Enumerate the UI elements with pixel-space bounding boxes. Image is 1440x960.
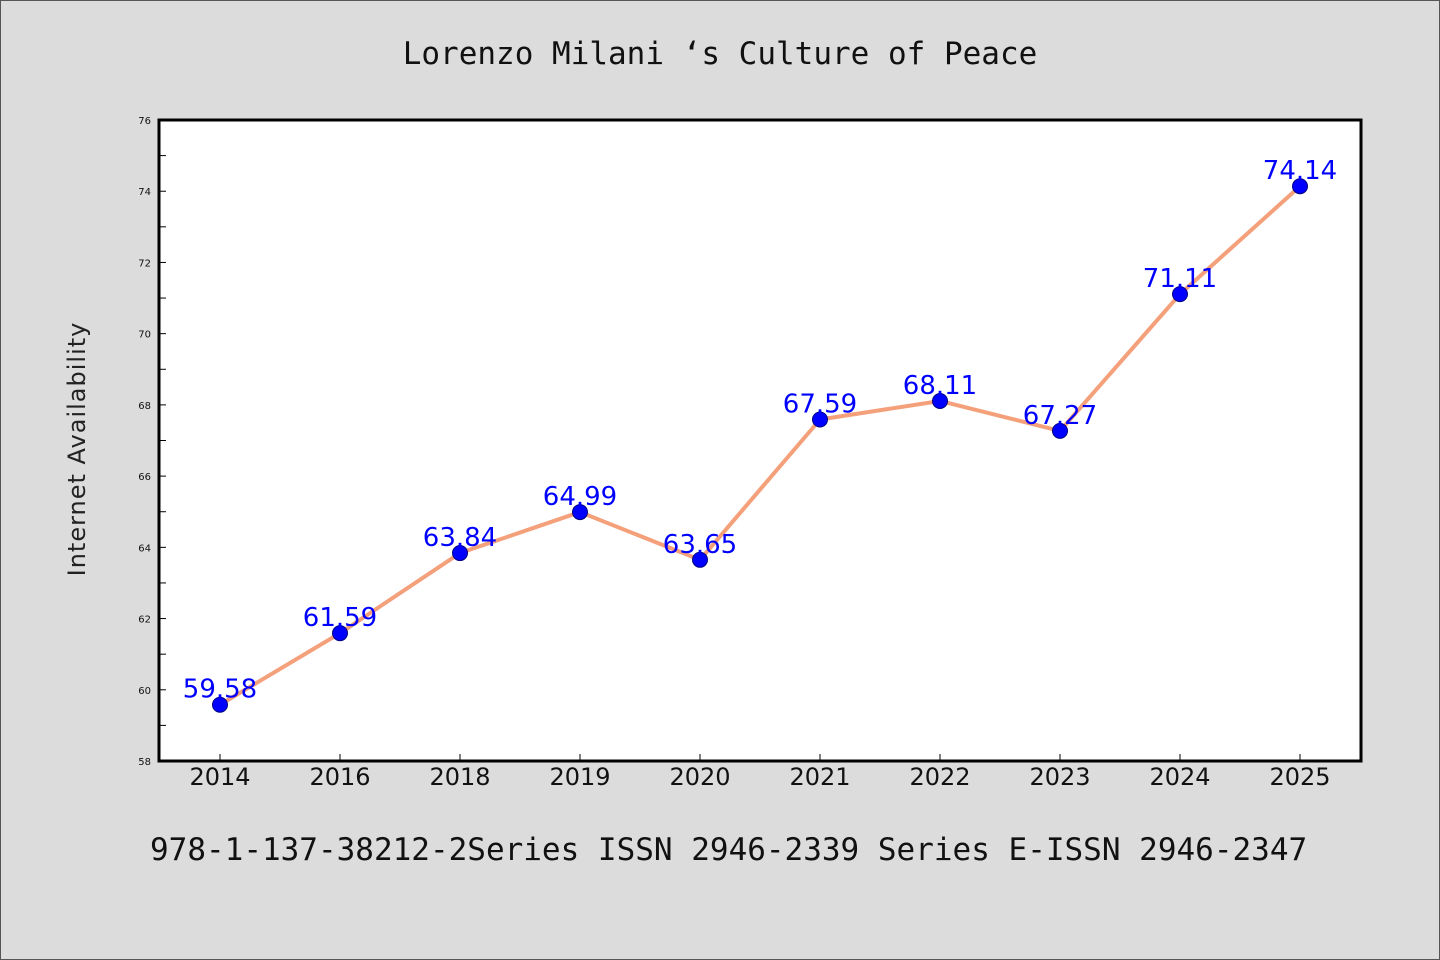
data-label: 59.58	[183, 675, 257, 705]
x-axis-ticks: 2014 2016 2018 2019 2020 2021 2022 2023 2024 2025	[189, 754, 1331, 791]
data-point	[932, 392, 948, 409]
data-labels: 59.58 61.59 63.84 64.99 63.65 67.59 68.11 67.27…	[183, 156, 1337, 704]
y-tick-label: 74	[138, 187, 151, 198]
data-point	[812, 411, 828, 428]
x-tick-label: 2024	[1149, 763, 1210, 791]
y-tick-label: 70	[138, 330, 151, 341]
y-tick-label: 68	[138, 401, 151, 412]
data-label: 74.14	[1263, 156, 1337, 186]
data-label: 63.84	[423, 523, 497, 553]
x-tick-label: 2014	[189, 763, 250, 791]
data-label: 64.99	[543, 482, 617, 512]
x-tick-label: 2019	[549, 763, 610, 791]
data-label: 67.59	[783, 389, 857, 419]
data-point	[452, 545, 468, 562]
data-label: 63.65	[663, 530, 737, 560]
data-point	[1052, 422, 1068, 439]
data-label: 68.11	[903, 371, 977, 401]
x-tick-label: 2016	[309, 763, 370, 791]
data-point	[1172, 286, 1188, 303]
data-point	[692, 551, 708, 568]
x-tick-label: 2020	[669, 763, 730, 791]
y-tick-label: 64	[138, 543, 151, 554]
y-tick-label: 58	[138, 757, 151, 768]
data-markers	[212, 178, 1308, 713]
data-label: 61.59	[303, 603, 377, 633]
series-line	[218, 184, 1302, 707]
x-tick-label: 2025	[1269, 763, 1330, 791]
y-tick-label: 76	[138, 116, 151, 127]
data-point	[1292, 178, 1308, 195]
chart-title: Lorenzo Milani ‘s Culture of Peace	[402, 36, 1038, 72]
x-tick-label: 2018	[429, 763, 490, 791]
y-tick-label: 72	[138, 258, 151, 269]
x-tick-label: 2022	[909, 763, 970, 791]
footer-isbn-note: 978-1-137-38212-2Series ISSN 2946-2339 S…	[150, 832, 1308, 868]
y-tick-label: 60	[138, 686, 151, 697]
data-point	[212, 696, 228, 713]
data-point	[332, 625, 348, 642]
y-axis-ticks: 58 60 62 64 66 68 70 72 74 76	[138, 116, 166, 768]
data-point	[572, 504, 588, 521]
data-label: 71.11	[1143, 264, 1217, 294]
y-tick-label: 62	[138, 615, 151, 626]
x-tick-label: 2021	[789, 763, 850, 791]
data-label: 67.27	[1023, 401, 1097, 431]
x-tick-label: 2023	[1029, 763, 1090, 791]
y-tick-label: 66	[138, 472, 151, 483]
plot-area	[157, 118, 1363, 763]
